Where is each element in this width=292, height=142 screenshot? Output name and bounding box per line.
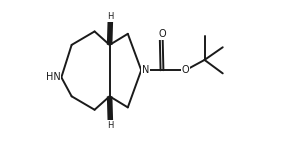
- Text: O: O: [159, 29, 166, 39]
- Text: HN: HN: [46, 72, 60, 82]
- Text: N: N: [142, 65, 149, 75]
- Text: H: H: [107, 12, 114, 21]
- Text: O: O: [182, 65, 190, 75]
- Text: H: H: [107, 121, 114, 130]
